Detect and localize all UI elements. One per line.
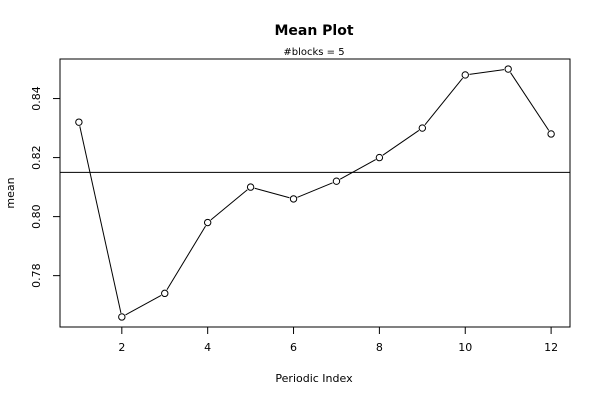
series-segment <box>210 189 248 221</box>
x-axis: 2 4 6 8 10 12 <box>118 326 558 354</box>
data-point <box>161 289 169 298</box>
chart-subtitle: #blocks = 5 <box>283 47 344 58</box>
plot-frame <box>59 58 571 328</box>
y-tick-label: 0.78 <box>30 263 43 288</box>
series-segment <box>382 130 420 156</box>
data-point <box>332 177 341 185</box>
x-tick-label: 12 <box>544 341 558 354</box>
data-point <box>547 130 555 138</box>
y-axis-label: mean <box>4 177 17 208</box>
data-point <box>75 118 83 126</box>
x-tick-label: 2 <box>118 341 125 354</box>
series-segment <box>254 187 290 199</box>
y-axis: 0.78 0.80 0.82 0.84 <box>30 86 61 288</box>
mean-series <box>75 65 555 321</box>
data-point <box>461 71 469 79</box>
x-tick-label: 8 <box>376 341 383 354</box>
x-tick-label: 10 <box>458 341 472 354</box>
chart-title: Mean Plot <box>274 23 353 39</box>
series-segment <box>424 77 464 126</box>
x-tick-label: 4 <box>204 341 211 354</box>
y-tick-label: 0.84 <box>30 86 43 111</box>
data-point <box>375 153 384 162</box>
series-segment <box>510 72 550 131</box>
series-segment <box>469 69 505 75</box>
data-point <box>246 183 255 191</box>
data-point <box>203 218 212 227</box>
series-segment <box>125 294 162 316</box>
x-axis-label: Periodic Index <box>275 372 353 385</box>
y-tick-label: 0.80 <box>30 204 43 229</box>
data-point <box>289 195 298 203</box>
series-segment <box>79 126 122 313</box>
series-segment <box>297 182 333 198</box>
data-point <box>504 65 512 73</box>
series-segment <box>339 159 376 180</box>
series-segment <box>166 225 206 291</box>
y-tick-label: 0.82 <box>30 145 43 170</box>
x-tick-label: 6 <box>290 341 297 354</box>
data-point <box>118 313 126 321</box>
data-point <box>418 124 427 132</box>
